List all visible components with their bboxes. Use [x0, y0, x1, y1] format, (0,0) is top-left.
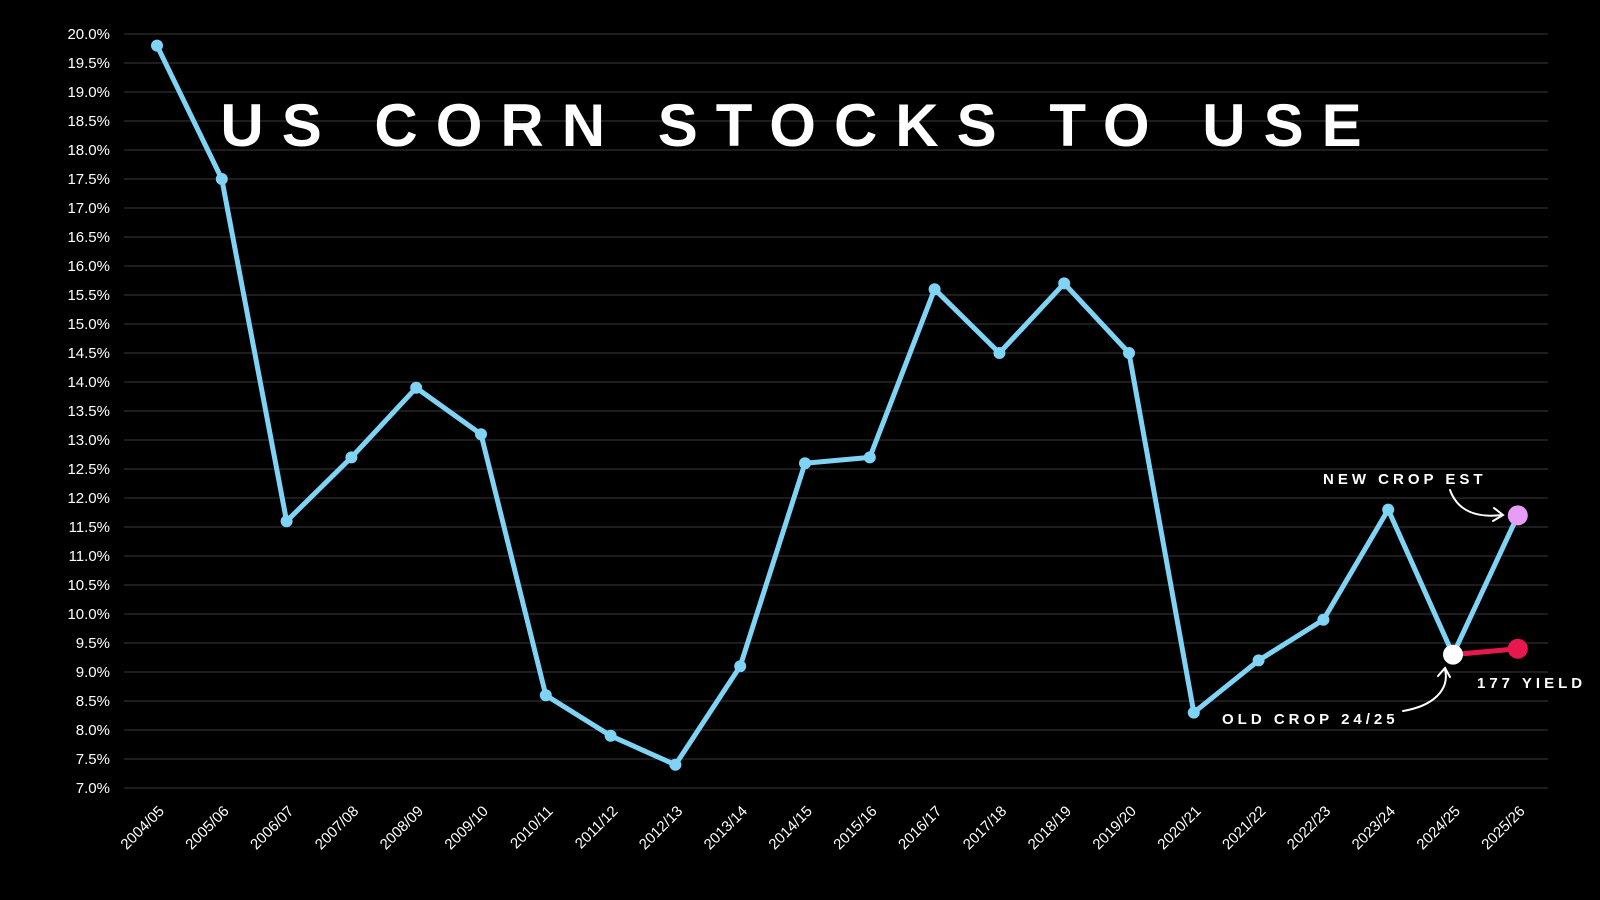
series-line-0 — [154, 44, 1521, 768]
data-point — [993, 347, 1006, 359]
highlight-point — [1507, 505, 1528, 526]
annotation-old-crop: OLD CROP 24/25 — [1222, 711, 1399, 728]
y-tick-label: 19.5% — [67, 55, 110, 72]
y-tick-label: 10.5% — [67, 577, 110, 594]
y-tick-label: 13.5% — [67, 403, 110, 420]
data-point — [1187, 706, 1200, 719]
annotation-yield: 177 YIELD — [1477, 675, 1586, 692]
y-tick-label: 9.5% — [76, 635, 110, 652]
y-tick-label: 9.0% — [76, 664, 110, 681]
highlight-point — [1507, 638, 1528, 659]
annotation-new-crop: NEW CROP EST — [1323, 471, 1487, 488]
y-axis-ticks: 7.0% 7.5% 8.0% 8.5% 9.0% 9.5% 10.0% 10.5% 11.0% 1… — [67, 26, 110, 797]
y-tick-label: 15.0% — [67, 316, 110, 333]
data-point — [539, 689, 552, 702]
highlight-point — [1443, 644, 1463, 665]
y-tick-label: 11.0% — [69, 548, 110, 565]
series-points — [151, 39, 1528, 771]
data-point — [734, 660, 747, 673]
series-lines — [154, 44, 1521, 768]
series-line-1 — [1452, 646, 1519, 658]
data-point — [928, 283, 941, 296]
chart-title: US CORN STOCKS TO USE — [220, 92, 1379, 159]
y-tick-label: 16.5% — [67, 229, 110, 246]
y-tick-label: 13.0% — [67, 432, 110, 449]
y-tick-label: 7.0% — [76, 780, 110, 797]
y-tick-label: 7.5% — [76, 751, 110, 768]
data-point — [1317, 613, 1330, 626]
y-tick-label: 16.0% — [67, 258, 110, 275]
y-tick-label: 17.5% — [67, 171, 110, 188]
data-point — [345, 451, 358, 464]
arrow-new-crop — [1449, 489, 1505, 522]
data-point — [151, 39, 163, 52]
y-tick-label: 8.0% — [76, 722, 110, 739]
y-tick-label: 17.0% — [67, 200, 110, 217]
y-tick-label: 19.0% — [67, 84, 110, 101]
data-point — [1382, 503, 1395, 516]
y-tick-label: 20.0% — [67, 26, 110, 43]
y-tick-label: 10.0% — [67, 606, 110, 623]
arrow-old-crop — [1402, 666, 1451, 712]
data-point — [604, 729, 617, 742]
data-point — [799, 457, 811, 470]
y-tick-label: 18.0% — [67, 142, 110, 159]
y-tick-label: 11.5% — [69, 519, 110, 536]
y-tick-label: 15.5% — [67, 287, 110, 304]
data-point — [1123, 347, 1135, 359]
y-tick-label: 8.5% — [76, 693, 110, 710]
data-point — [669, 758, 682, 771]
gridlines — [124, 33, 1548, 789]
data-point — [863, 451, 876, 464]
data-point — [410, 381, 423, 394]
y-tick-label: 14.0% — [67, 374, 110, 391]
data-point — [475, 428, 487, 441]
data-point — [215, 173, 228, 185]
data-point — [1252, 654, 1265, 667]
data-point — [280, 515, 293, 528]
y-tick-label: 12.5% — [67, 461, 110, 478]
y-tick-label: 18.5% — [67, 113, 110, 130]
y-tick-label: 14.5% — [67, 345, 110, 362]
data-point — [1058, 277, 1071, 290]
y-tick-label: 12.0% — [67, 490, 110, 507]
